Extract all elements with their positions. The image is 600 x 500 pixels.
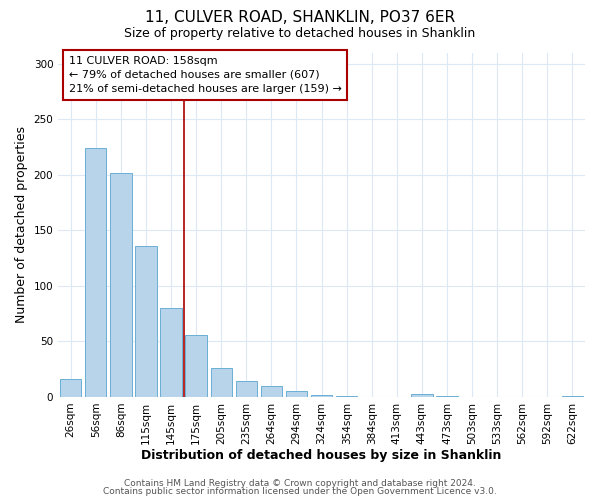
Bar <box>211 368 232 397</box>
Bar <box>160 308 182 397</box>
Bar <box>185 334 207 397</box>
Text: Size of property relative to detached houses in Shanklin: Size of property relative to detached ho… <box>124 28 476 40</box>
Bar <box>261 386 282 397</box>
Text: Contains public sector information licensed under the Open Government Licence v3: Contains public sector information licen… <box>103 487 497 496</box>
Bar <box>336 396 358 397</box>
Text: 11 CULVER ROAD: 158sqm
← 79% of detached houses are smaller (607)
21% of semi-de: 11 CULVER ROAD: 158sqm ← 79% of detached… <box>69 56 341 94</box>
Bar <box>110 172 131 397</box>
Bar <box>411 394 433 397</box>
Bar <box>311 394 332 397</box>
Bar <box>85 148 106 397</box>
Text: 11, CULVER ROAD, SHANKLIN, PO37 6ER: 11, CULVER ROAD, SHANKLIN, PO37 6ER <box>145 10 455 25</box>
Bar <box>286 392 307 397</box>
Bar <box>136 246 157 397</box>
X-axis label: Distribution of detached houses by size in Shanklin: Distribution of detached houses by size … <box>142 450 502 462</box>
Text: Contains HM Land Registry data © Crown copyright and database right 2024.: Contains HM Land Registry data © Crown c… <box>124 478 476 488</box>
Y-axis label: Number of detached properties: Number of detached properties <box>15 126 28 323</box>
Bar <box>562 396 583 397</box>
Bar <box>236 382 257 397</box>
Bar <box>436 396 458 397</box>
Bar <box>60 379 82 397</box>
